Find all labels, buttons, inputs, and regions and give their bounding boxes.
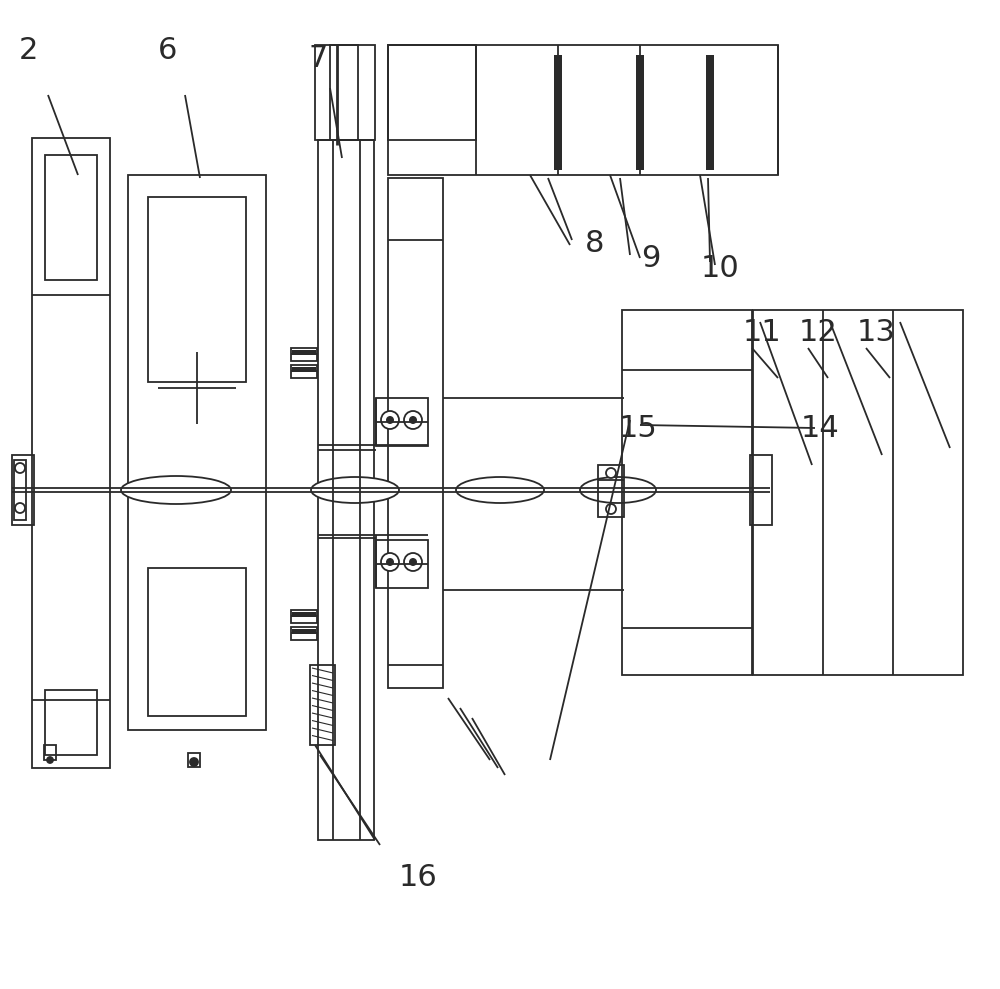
- Text: 7: 7: [308, 44, 328, 72]
- Circle shape: [381, 411, 399, 429]
- Bar: [310, 665, 335, 745]
- Bar: [291, 365, 317, 378]
- Text: 2: 2: [18, 36, 38, 64]
- Circle shape: [606, 504, 616, 514]
- Text: 8: 8: [585, 228, 605, 257]
- Text: 11: 11: [743, 317, 781, 346]
- Circle shape: [15, 463, 25, 473]
- Bar: [388, 45, 476, 140]
- Bar: [291, 627, 317, 640]
- Text: 9: 9: [641, 243, 661, 273]
- Bar: [188, 753, 200, 767]
- Circle shape: [386, 416, 394, 424]
- Bar: [598, 465, 624, 517]
- Bar: [291, 348, 317, 361]
- Circle shape: [409, 416, 417, 424]
- Ellipse shape: [456, 477, 544, 503]
- Text: 16: 16: [399, 863, 437, 892]
- Bar: [292, 350, 316, 355]
- Bar: [45, 155, 97, 280]
- Ellipse shape: [121, 476, 231, 504]
- Circle shape: [15, 503, 25, 513]
- Bar: [12, 455, 34, 525]
- Bar: [292, 612, 316, 617]
- Bar: [706, 55, 714, 170]
- Bar: [128, 175, 266, 730]
- Bar: [148, 197, 246, 382]
- Bar: [318, 140, 374, 840]
- Bar: [292, 629, 316, 634]
- Circle shape: [381, 553, 399, 571]
- Text: 15: 15: [619, 413, 657, 442]
- Bar: [315, 45, 375, 140]
- Bar: [291, 610, 317, 623]
- Bar: [376, 398, 428, 446]
- Bar: [636, 55, 644, 170]
- Circle shape: [386, 558, 394, 566]
- Text: 14: 14: [801, 413, 839, 442]
- Text: 10: 10: [701, 253, 739, 283]
- Bar: [388, 178, 443, 688]
- Bar: [753, 310, 963, 675]
- Circle shape: [409, 558, 417, 566]
- Circle shape: [404, 411, 422, 429]
- Text: 6: 6: [158, 36, 178, 64]
- Circle shape: [190, 758, 198, 766]
- Bar: [330, 45, 358, 140]
- Bar: [376, 540, 428, 588]
- Ellipse shape: [580, 477, 656, 503]
- Bar: [44, 745, 56, 760]
- Text: 12: 12: [799, 317, 837, 346]
- Circle shape: [404, 553, 422, 571]
- Circle shape: [606, 468, 616, 478]
- Ellipse shape: [311, 477, 399, 503]
- Text: 13: 13: [857, 317, 895, 346]
- Bar: [622, 310, 752, 675]
- Bar: [388, 45, 778, 175]
- Bar: [45, 690, 97, 755]
- Circle shape: [47, 757, 53, 763]
- Bar: [32, 138, 110, 768]
- Bar: [14, 460, 26, 520]
- Bar: [750, 455, 772, 525]
- Bar: [554, 55, 562, 170]
- Bar: [148, 568, 246, 716]
- Bar: [292, 367, 316, 372]
